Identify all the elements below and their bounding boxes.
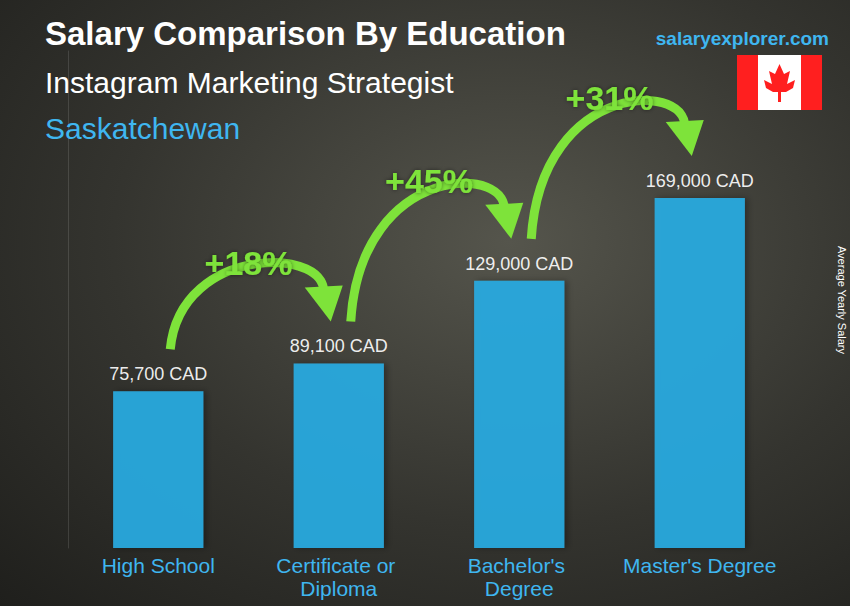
svg-text:89,100 CAD: 89,100 CAD [290,336,388,356]
svg-text:Average Yearly Salary: Average Yearly Salary [836,246,848,355]
svg-text:Degree: Degree [485,577,554,600]
svg-text:Master's Degree: Master's Degree [623,554,776,577]
svg-text:Bachelor's: Bachelor's [468,554,571,577]
svg-text:Diploma: Diploma [300,577,377,600]
svg-text:169,000 CAD: 169,000 CAD [646,171,754,191]
svg-text:75,700 CAD: 75,700 CAD [109,364,207,384]
svg-text:Saskatchewan: Saskatchewan [45,112,240,145]
svg-text:+31%: +31% [566,79,654,117]
svg-text:+18%: +18% [205,244,293,282]
svg-text:Certificate or: Certificate or [276,554,401,577]
svg-text:Instagram Marketing Strategist: Instagram Marketing Strategist [45,66,454,99]
svg-text:129,000 CAD: 129,000 CAD [465,254,573,274]
svg-text:+45%: +45% [385,162,473,200]
svg-text:Salary Comparison By Education: Salary Comparison By Education [45,15,566,52]
svg-text:High School: High School [102,554,215,577]
svg-text:salaryexplorer.com: salaryexplorer.com [656,28,829,49]
